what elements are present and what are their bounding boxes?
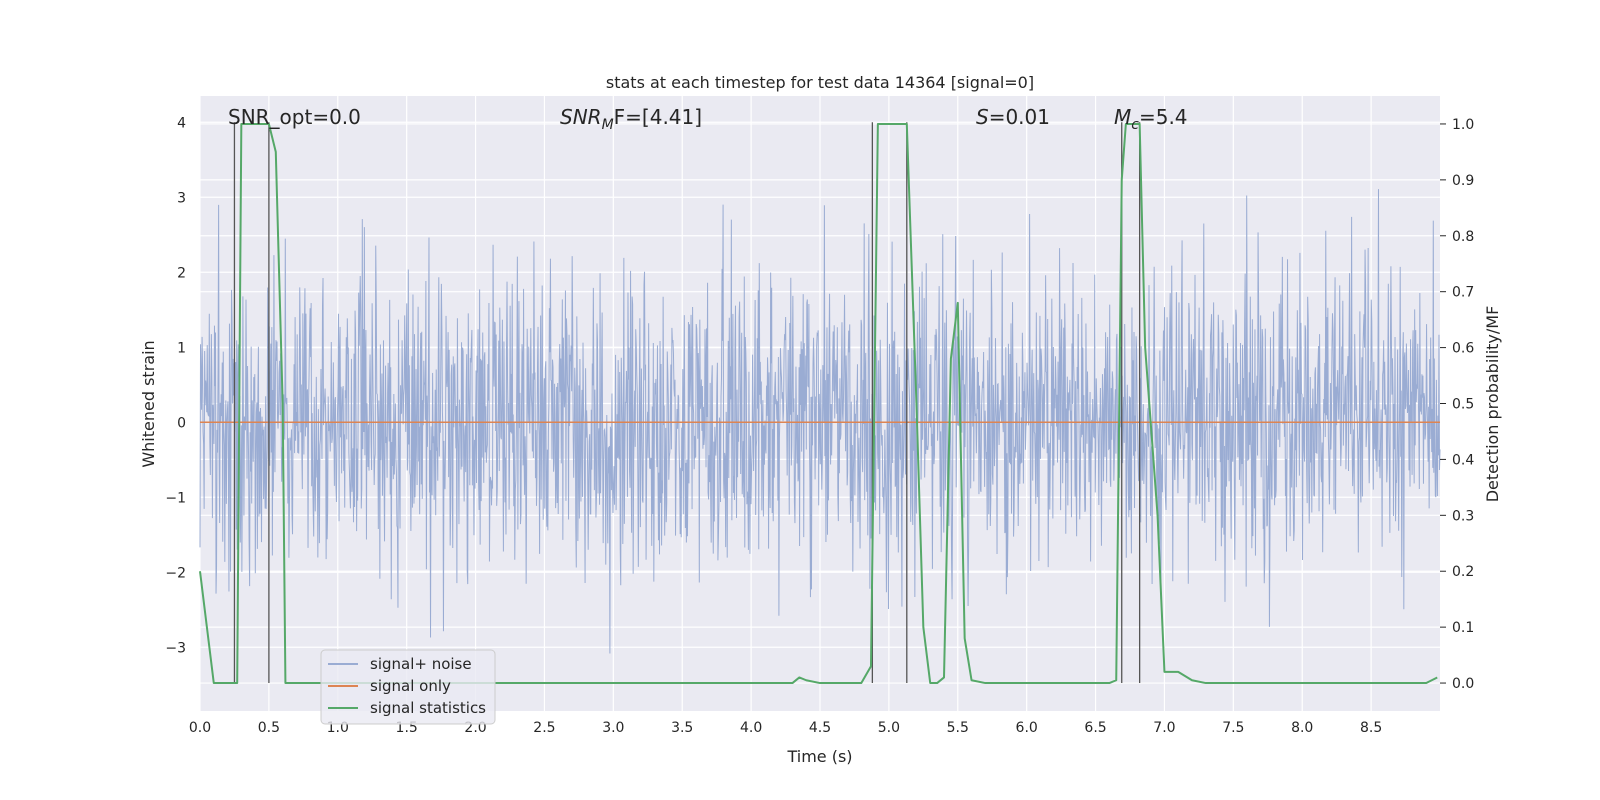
x-tick-label: 6.0 [1016, 720, 1038, 736]
y-tick-label-left: 4 [177, 115, 186, 131]
y-tick-label-left: −1 [165, 490, 186, 506]
x-tick-label: 5.0 [878, 720, 900, 736]
annotation-mc: Mc=5.4 [1114, 105, 1188, 133]
signal-plus-noise-line [199, 189, 1441, 654]
y-axis-label-left: Whitened strain [139, 340, 158, 467]
y-tick-label-right: 0.0 [1452, 676, 1474, 692]
annotation-snr-mf-tail: F=[4.41] [614, 105, 702, 129]
x-tick-label: 6.5 [1084, 720, 1106, 736]
y-tick-label-left: 0 [177, 415, 186, 431]
x-tick-label: 7.5 [1222, 720, 1244, 736]
annotation-snr-mf: SNRMF=[4.41] [560, 105, 702, 133]
x-tick-label: 4.5 [809, 720, 831, 736]
x-tick-label: 5.5 [947, 720, 969, 736]
annotation-mc-base: M [1114, 105, 1131, 129]
annotation-snr-mf-base: SNR [560, 105, 602, 129]
x-tick-label: 8.5 [1360, 720, 1382, 736]
y-tick-label-right: 0.1 [1452, 620, 1474, 636]
signal-plus-noise-series [199, 189, 1441, 654]
y-tick-label-right: 0.6 [1452, 341, 1474, 357]
annotation-mc-tail: =5.4 [1139, 105, 1188, 129]
x-axis-label: Time (s) [786, 747, 852, 766]
x-tick-label: 2.5 [533, 720, 555, 736]
annotation-s: S=0.01 [976, 105, 1050, 129]
y-tick-label-right: 0.4 [1452, 452, 1474, 468]
x-tick-label: 4.0 [740, 720, 762, 736]
y-tick-label-right: 0.9 [1452, 173, 1474, 189]
chart-title: stats at each timestep for test data 143… [606, 73, 1034, 92]
y-tick-label-left: 3 [177, 190, 186, 206]
y-tick-label-left: 2 [177, 265, 186, 281]
y-tick-label-right: 0.8 [1452, 229, 1474, 245]
y-tick-label-right: 0.2 [1452, 564, 1474, 580]
annotation-snr-mf-sub: M [602, 117, 614, 133]
y-axis-label-right: Detection probability/MF [1483, 306, 1502, 503]
annotation-s-base: S [976, 105, 989, 129]
y-tick-label-left: −2 [165, 565, 186, 581]
y-tick-label-right: 0.3 [1452, 508, 1474, 524]
legend-label-signal-statistics: signal statistics [370, 699, 486, 717]
x-tick-label: 0.5 [258, 720, 280, 736]
y-tick-label-left: −3 [165, 640, 186, 656]
legend-box [320, 649, 496, 725]
tick-labels: 0.0 0.5 1.0 1.5 2.0 2.5 3.0 3.5 4.0 4.5 5.0 5.5 6.0 6… [165, 115, 1474, 736]
legend-label-signal-plus-noise: signal+ noise [370, 655, 472, 673]
signal-statistics-series [199, 122, 1438, 685]
annotation-mc-sub: c [1131, 117, 1139, 133]
y-tick-label-right: 0.5 [1452, 397, 1474, 413]
x-tick-label: 8.0 [1291, 720, 1313, 736]
annotation-snr-opt: SNR_opt=0.0 [228, 105, 361, 129]
legend-label-signal-only: signal only [370, 677, 451, 695]
x-tick-label: 3.5 [671, 720, 693, 736]
x-tick-label: 7.0 [1153, 720, 1175, 736]
x-tick-label: 3.0 [602, 720, 624, 736]
y-tick-label-right: 0.7 [1452, 285, 1474, 301]
x-tick-label: 0.0 [189, 720, 211, 736]
legend: signal+ noise signal only signal statist… [320, 649, 496, 725]
annotation-s-tail: =0.01 [989, 105, 1050, 129]
y-tick-label-right: 1.0 [1452, 117, 1474, 133]
y-tick-label-left: 1 [177, 340, 186, 356]
signal-statistics-line [199, 122, 1438, 685]
